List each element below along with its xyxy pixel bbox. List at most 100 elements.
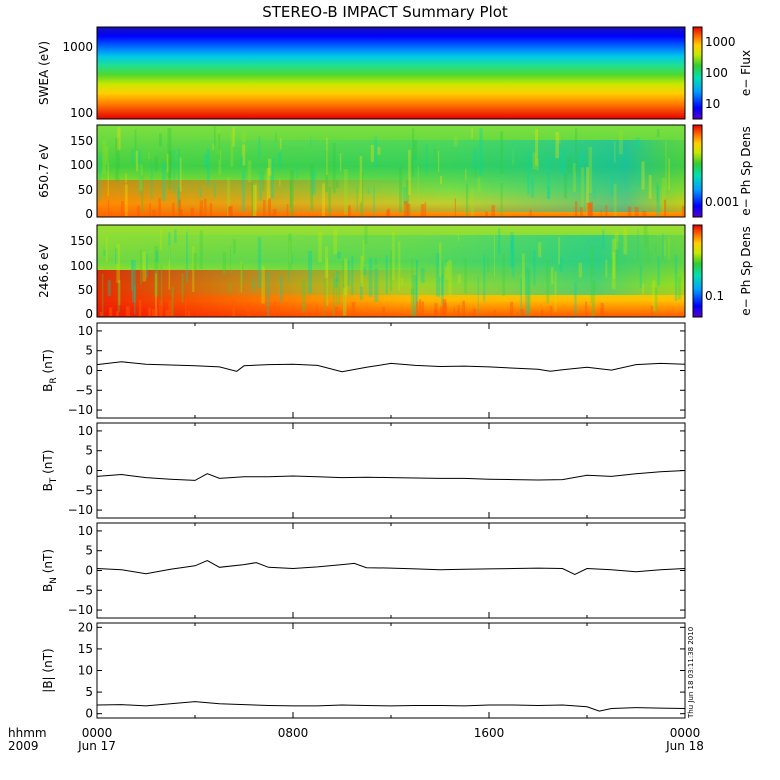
pa650-streaks-streak: [275, 131, 277, 143]
pa246-streaks-streak: [441, 262, 444, 296]
pa246-streaks-streak: [591, 279, 595, 316]
pa650-streaks-streak: [230, 131, 234, 167]
pa650-streaks-streak: [218, 150, 222, 175]
pa246-streaks-streak: [657, 256, 660, 286]
pa650-streaks-streak: [162, 161, 166, 202]
swea-cb-tick-10: 10: [705, 97, 720, 111]
pa246-streaks-streak: [612, 252, 616, 279]
bn-ytick-label: −5: [75, 583, 93, 597]
pa650-streaks-base-streak: [387, 209, 389, 216]
pa246-streaks-streak: [131, 259, 133, 291]
pa650-streaks-streak: [466, 183, 469, 216]
pa246-streaks-streak: [415, 259, 418, 302]
pa246-streaks-streak: [457, 233, 460, 242]
pa650-streaks-streak: [253, 184, 257, 216]
pa650-streaks-base-streak: [634, 206, 639, 216]
pa650-streaks-streak: [102, 140, 106, 174]
pa246-streaks-streak: [559, 256, 563, 272]
pa246-streaks-streak: [301, 279, 306, 313]
pa650-streaks-streak: [512, 147, 514, 165]
pa650-streaks-streak: [179, 157, 182, 192]
pa650-streaks-streak: [440, 175, 442, 184]
pa246-streaks-streak: [168, 245, 171, 290]
pa650-streaks-streak: [374, 136, 378, 167]
pa650-streaks-streak: [167, 128, 172, 178]
pa650-streaks-streak: [177, 148, 181, 189]
pa246-streaks-base-streak: [165, 309, 170, 316]
pa650-streaks-streak: [473, 148, 477, 170]
pa246-streaks-base-streak: [550, 305, 553, 316]
pa650-streaks-streak: [131, 149, 134, 164]
pa246-streaks-streak: [289, 242, 291, 263]
pa650-streaks-streak: [279, 138, 282, 150]
panel-pitch-650: 650.7 eV 150 100 50 0 0.001 e− Ph Sp Den…: [37, 124, 753, 221]
x-tick-0000-end: 0000: [670, 726, 701, 740]
pa650-streaks-base-streak: [420, 204, 425, 216]
pa246-streaks-streak: [401, 278, 404, 286]
pa246-streaks-base-streak: [154, 307, 159, 316]
pa650-streaks-streak: [118, 153, 120, 169]
pa650-streaks-streak: [648, 175, 652, 199]
pa246-streaks-streak: [448, 260, 452, 296]
pa650-streaks-streak: [527, 150, 530, 195]
pa246-ytick-0: 0: [85, 307, 93, 321]
pa650-streaks-base-streak: [485, 211, 488, 216]
pa246-streaks-streak: [522, 253, 525, 297]
pa246-streaks-streak: [318, 231, 322, 263]
pa650-streaks-streak: [124, 184, 128, 216]
pa246-colorbar: [692, 224, 703, 318]
pa246-streaks-streak: [140, 249, 142, 285]
pa246-streaks-streak: [360, 255, 364, 287]
pa650-streaks-base-streak: [600, 209, 602, 216]
pa246-streaks-streak: [664, 240, 666, 257]
pa650-streaks-streak: [367, 187, 370, 195]
pa650-ytick-150: 150: [70, 134, 93, 148]
pa650-streaks-streak: [154, 156, 159, 172]
pa246-streaks: [99, 226, 682, 316]
pa650-streaks-streak: [500, 131, 504, 174]
bt-ytick-label: 5: [85, 444, 93, 458]
pa650-streaks-streak: [176, 187, 180, 207]
pa650-streaks-streak: [242, 144, 246, 166]
pa246-streaks-base-streak: [138, 299, 142, 316]
pa650-streaks-base-streak: [454, 198, 456, 216]
pa246-streaks-streak: [639, 265, 642, 288]
pa246-streaks-streak: [413, 275, 417, 316]
pa246-streaks-streak: [498, 228, 501, 255]
pa650-streaks-streak: [535, 129, 538, 166]
pa246-streaks-base-streak: [151, 309, 155, 316]
pa650-streaks-streak: [214, 182, 216, 198]
pa650-streaks-streak: [556, 134, 561, 144]
swea-ytick-1000: 1000: [62, 40, 93, 54]
pa650-streaks-streak: [474, 168, 477, 178]
pa246-streaks-streak: [343, 287, 347, 316]
pa246-streaks-streak: [502, 253, 506, 296]
pa246-streaks-base-streak: [148, 307, 151, 316]
pa650-streaks-streak: [117, 127, 121, 150]
pa650-streaks-base-streak: [178, 199, 182, 216]
pa246-streaks-streak: [637, 229, 639, 260]
pa246-streaks-streak: [241, 264, 244, 285]
pa650-streaks-streak: [253, 183, 258, 211]
swea-cb-label: e− Flux: [739, 50, 753, 96]
pa246-streaks-streak: [160, 265, 163, 306]
pa246-ytick-150: 150: [70, 234, 93, 248]
plot-title: STEREO-B IMPACT Summary Plot: [262, 3, 508, 21]
pa246-streaks-streak: [362, 240, 365, 262]
pa650-streaks-base-streak: [121, 201, 124, 216]
pa246-streaks-base-streak: [126, 306, 130, 316]
pa246-streaks-base-streak: [540, 309, 543, 316]
pa650-streaks-streak: [107, 163, 109, 197]
bn-ylabel: BN (nT): [41, 549, 59, 592]
pa650-streaks-streak: [575, 128, 578, 172]
pa650-streaks-base-streak: [627, 206, 632, 216]
swea-ylabel: SWEA (eV): [37, 41, 51, 105]
pa650-streaks-streak: [579, 152, 583, 162]
bt-ytick-label: −5: [75, 483, 93, 497]
bt-ylabel-sub: T: [49, 477, 59, 484]
pa650-streaks-streak: [289, 179, 293, 208]
pa246-streaks-streak: [411, 258, 414, 294]
pa650-streaks-streak: [567, 156, 572, 173]
pa650-streaks-base-streak: [682, 205, 686, 216]
pa246-streaks-streak: [374, 258, 377, 266]
